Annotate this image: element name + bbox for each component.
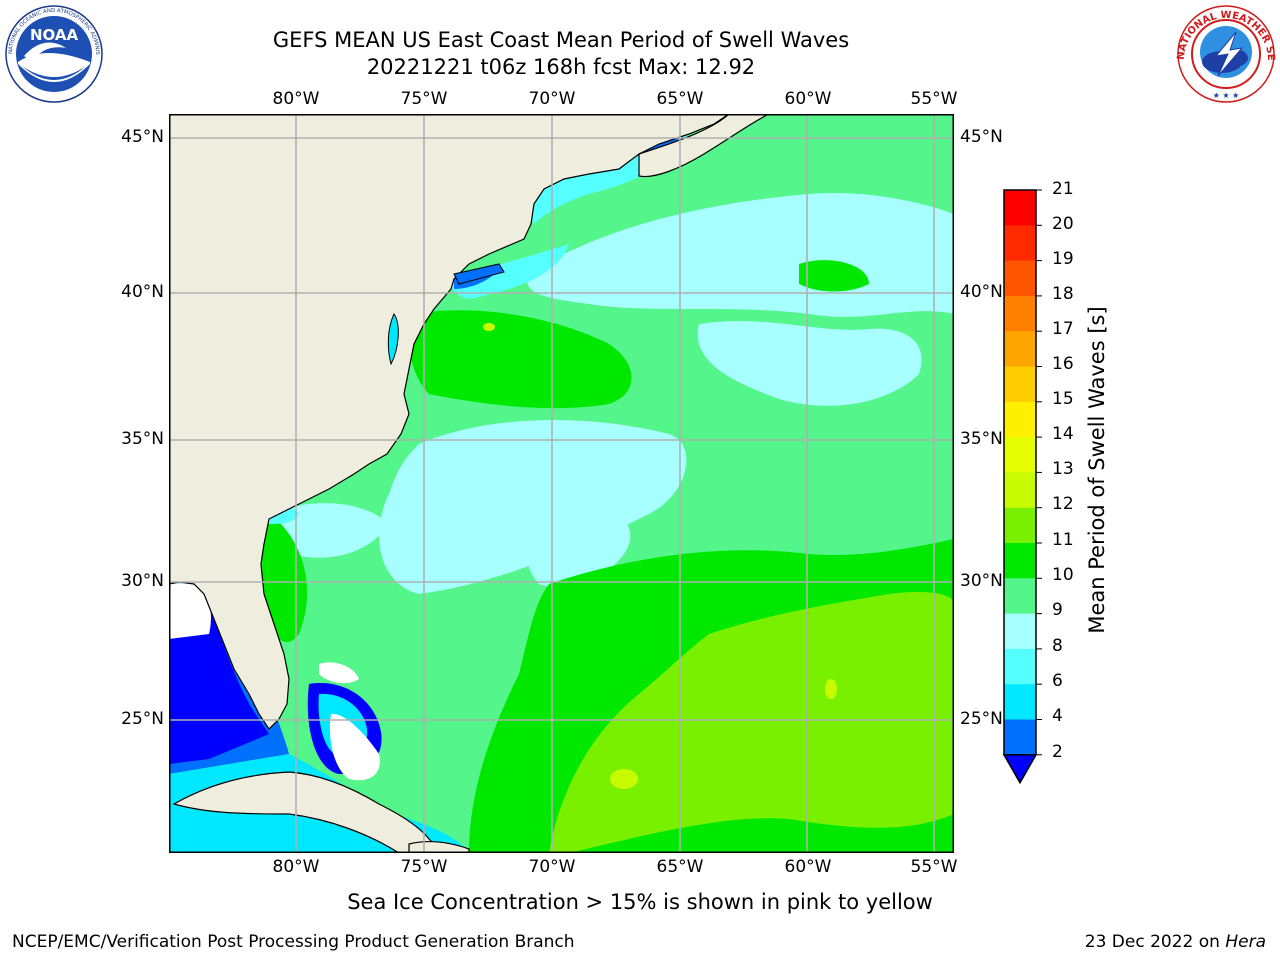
swell-peak-12-13 <box>610 769 638 789</box>
lon-tick-bottom: 65°W <box>656 857 704 877</box>
colorbar-segment <box>1004 472 1036 509</box>
colorbar-label: 9 <box>1052 600 1063 620</box>
colorbar-label: 4 <box>1052 706 1063 726</box>
swell-region-8-9 <box>267 503 389 558</box>
lat-tick-left: 30°N <box>121 571 164 591</box>
land-cuba <box>172 771 445 853</box>
noaa-logo: NOAA NATIONAL OCEANIC AND ATMOSPHERIC AD… <box>4 4 103 103</box>
lat-tick-right: 40°N <box>960 282 1003 302</box>
lon-tick-top: 65°W <box>656 89 704 109</box>
swell-peak-12-13 <box>483 323 495 331</box>
lon-tick-top: 75°W <box>400 89 448 109</box>
colorbar-label: 6 <box>1052 671 1063 691</box>
lon-tick-top: 80°W <box>272 89 320 109</box>
colorbar-extend-arrow <box>1002 754 1038 785</box>
lon-tick-top: 70°W <box>528 89 576 109</box>
lat-tick-left: 25°N <box>121 709 164 729</box>
colorbar-segment <box>1004 543 1036 579</box>
colorbar-label: 21 <box>1052 179 1074 199</box>
lat-tick-right: 35°N <box>960 429 1003 449</box>
colorbar-label: 20 <box>1052 214 1074 234</box>
colorbar-label: 8 <box>1052 636 1063 656</box>
colorbar-label: 17 <box>1052 319 1074 339</box>
shallow-bank <box>319 662 359 684</box>
colorbar <box>1002 189 1042 785</box>
colorbar-label: 10 <box>1052 565 1074 585</box>
lon-tick-bottom: 70°W <box>528 857 576 877</box>
lon-tick-top: 55°W <box>910 89 958 109</box>
colorbar-segment <box>1004 613 1036 650</box>
swell-region-8-9 <box>379 420 687 594</box>
shallow-bank <box>329 713 380 781</box>
swell-region-11-12 <box>549 592 954 853</box>
colorbar-segment <box>1004 331 1036 367</box>
lon-tick-bottom: 60°W <box>784 857 832 877</box>
swell-region-gulf-low <box>169 594 269 764</box>
colorbar-segment <box>1004 507 1036 544</box>
nws-logo: NATIONAL WEATHER SERVICE ★ ★ ★ <box>1176 4 1276 103</box>
land-north-america <box>169 114 731 730</box>
lon-tick-bottom: 80°W <box>272 857 320 877</box>
colorbar-label: 2 <box>1052 742 1063 762</box>
long-island-sound <box>453 263 505 285</box>
colorbar-label: 11 <box>1052 530 1074 550</box>
svg-text:NOAA: NOAA <box>30 26 79 44</box>
lat-tick-left: 45°N <box>121 127 164 147</box>
colorbar-segment <box>1004 437 1036 473</box>
lat-tick-right: 45°N <box>960 127 1003 147</box>
colorbar-label: 12 <box>1052 494 1074 514</box>
map-border <box>169 114 954 853</box>
colorbar-label: 18 <box>1052 284 1074 304</box>
colorbar-segment <box>1004 366 1036 403</box>
colorbar-segment <box>1004 401 1036 438</box>
swell-peak-12-13 <box>825 679 837 699</box>
chart-subtitle: 20221221 t06z 168h fcst Max: 12.92 <box>366 55 756 79</box>
lat-tick-left: 40°N <box>121 282 164 302</box>
lon-tick-bottom: 75°W <box>400 857 448 877</box>
colorbar-label: 16 <box>1052 354 1074 374</box>
chesapeake-bay <box>387 313 399 366</box>
colorbar-segment <box>1004 578 1036 615</box>
swell-region-8-9 <box>549 260 639 300</box>
lat-tick-right: 25°N <box>960 709 1003 729</box>
footer-date: 23 Dec 2022 on Hera <box>1085 932 1266 952</box>
colorbar-segment <box>1004 648 1036 685</box>
swell-period-map <box>169 114 954 853</box>
chart-title: GEFS MEAN US East Coast Mean Period of S… <box>272 28 850 52</box>
svg-text:★ ★ ★: ★ ★ ★ <box>1213 91 1240 100</box>
colorbar-segment <box>1004 225 1036 262</box>
footer-date-text: 23 Dec 2022 on <box>1084 932 1226 952</box>
swell-region-10-11 <box>409 310 632 409</box>
lon-tick-bottom: 55°W <box>910 857 958 877</box>
swell-region-8-9 <box>697 321 922 406</box>
sea-ice-note-text: Sea Ice Concentration > 15% is shown in … <box>347 890 933 914</box>
lat-tick-right: 30°N <box>960 571 1003 591</box>
colorbar-title: Mean Period of Swell Waves [s] <box>1085 306 1109 634</box>
graticule <box>169 114 954 853</box>
sea-ice-note: Sea Ice Concentration > 15% is shown in … <box>0 890 1280 914</box>
colorbar-label: 15 <box>1052 389 1074 409</box>
lon-tick-top: 60°W <box>784 89 832 109</box>
colorbar-segment <box>1004 719 1036 756</box>
colorbar-segment <box>1004 260 1036 297</box>
footer-system: Hera <box>1225 932 1266 952</box>
colorbar-label: 14 <box>1052 424 1074 444</box>
colorbar-label: 13 <box>1052 459 1074 479</box>
colorbar-label: 19 <box>1052 249 1074 269</box>
footer-credit: NCEP/EMC/Verification Post Processing Pr… <box>12 932 575 952</box>
lat-tick-left: 35°N <box>121 429 164 449</box>
swell-region-10-11 <box>799 260 869 292</box>
shallow-bank <box>169 582 211 639</box>
colorbar-segment <box>1004 295 1036 332</box>
colorbar-segment <box>1004 190 1036 226</box>
colorbar-segment <box>1004 684 1036 720</box>
swell-region-6-8 <box>450 244 569 299</box>
